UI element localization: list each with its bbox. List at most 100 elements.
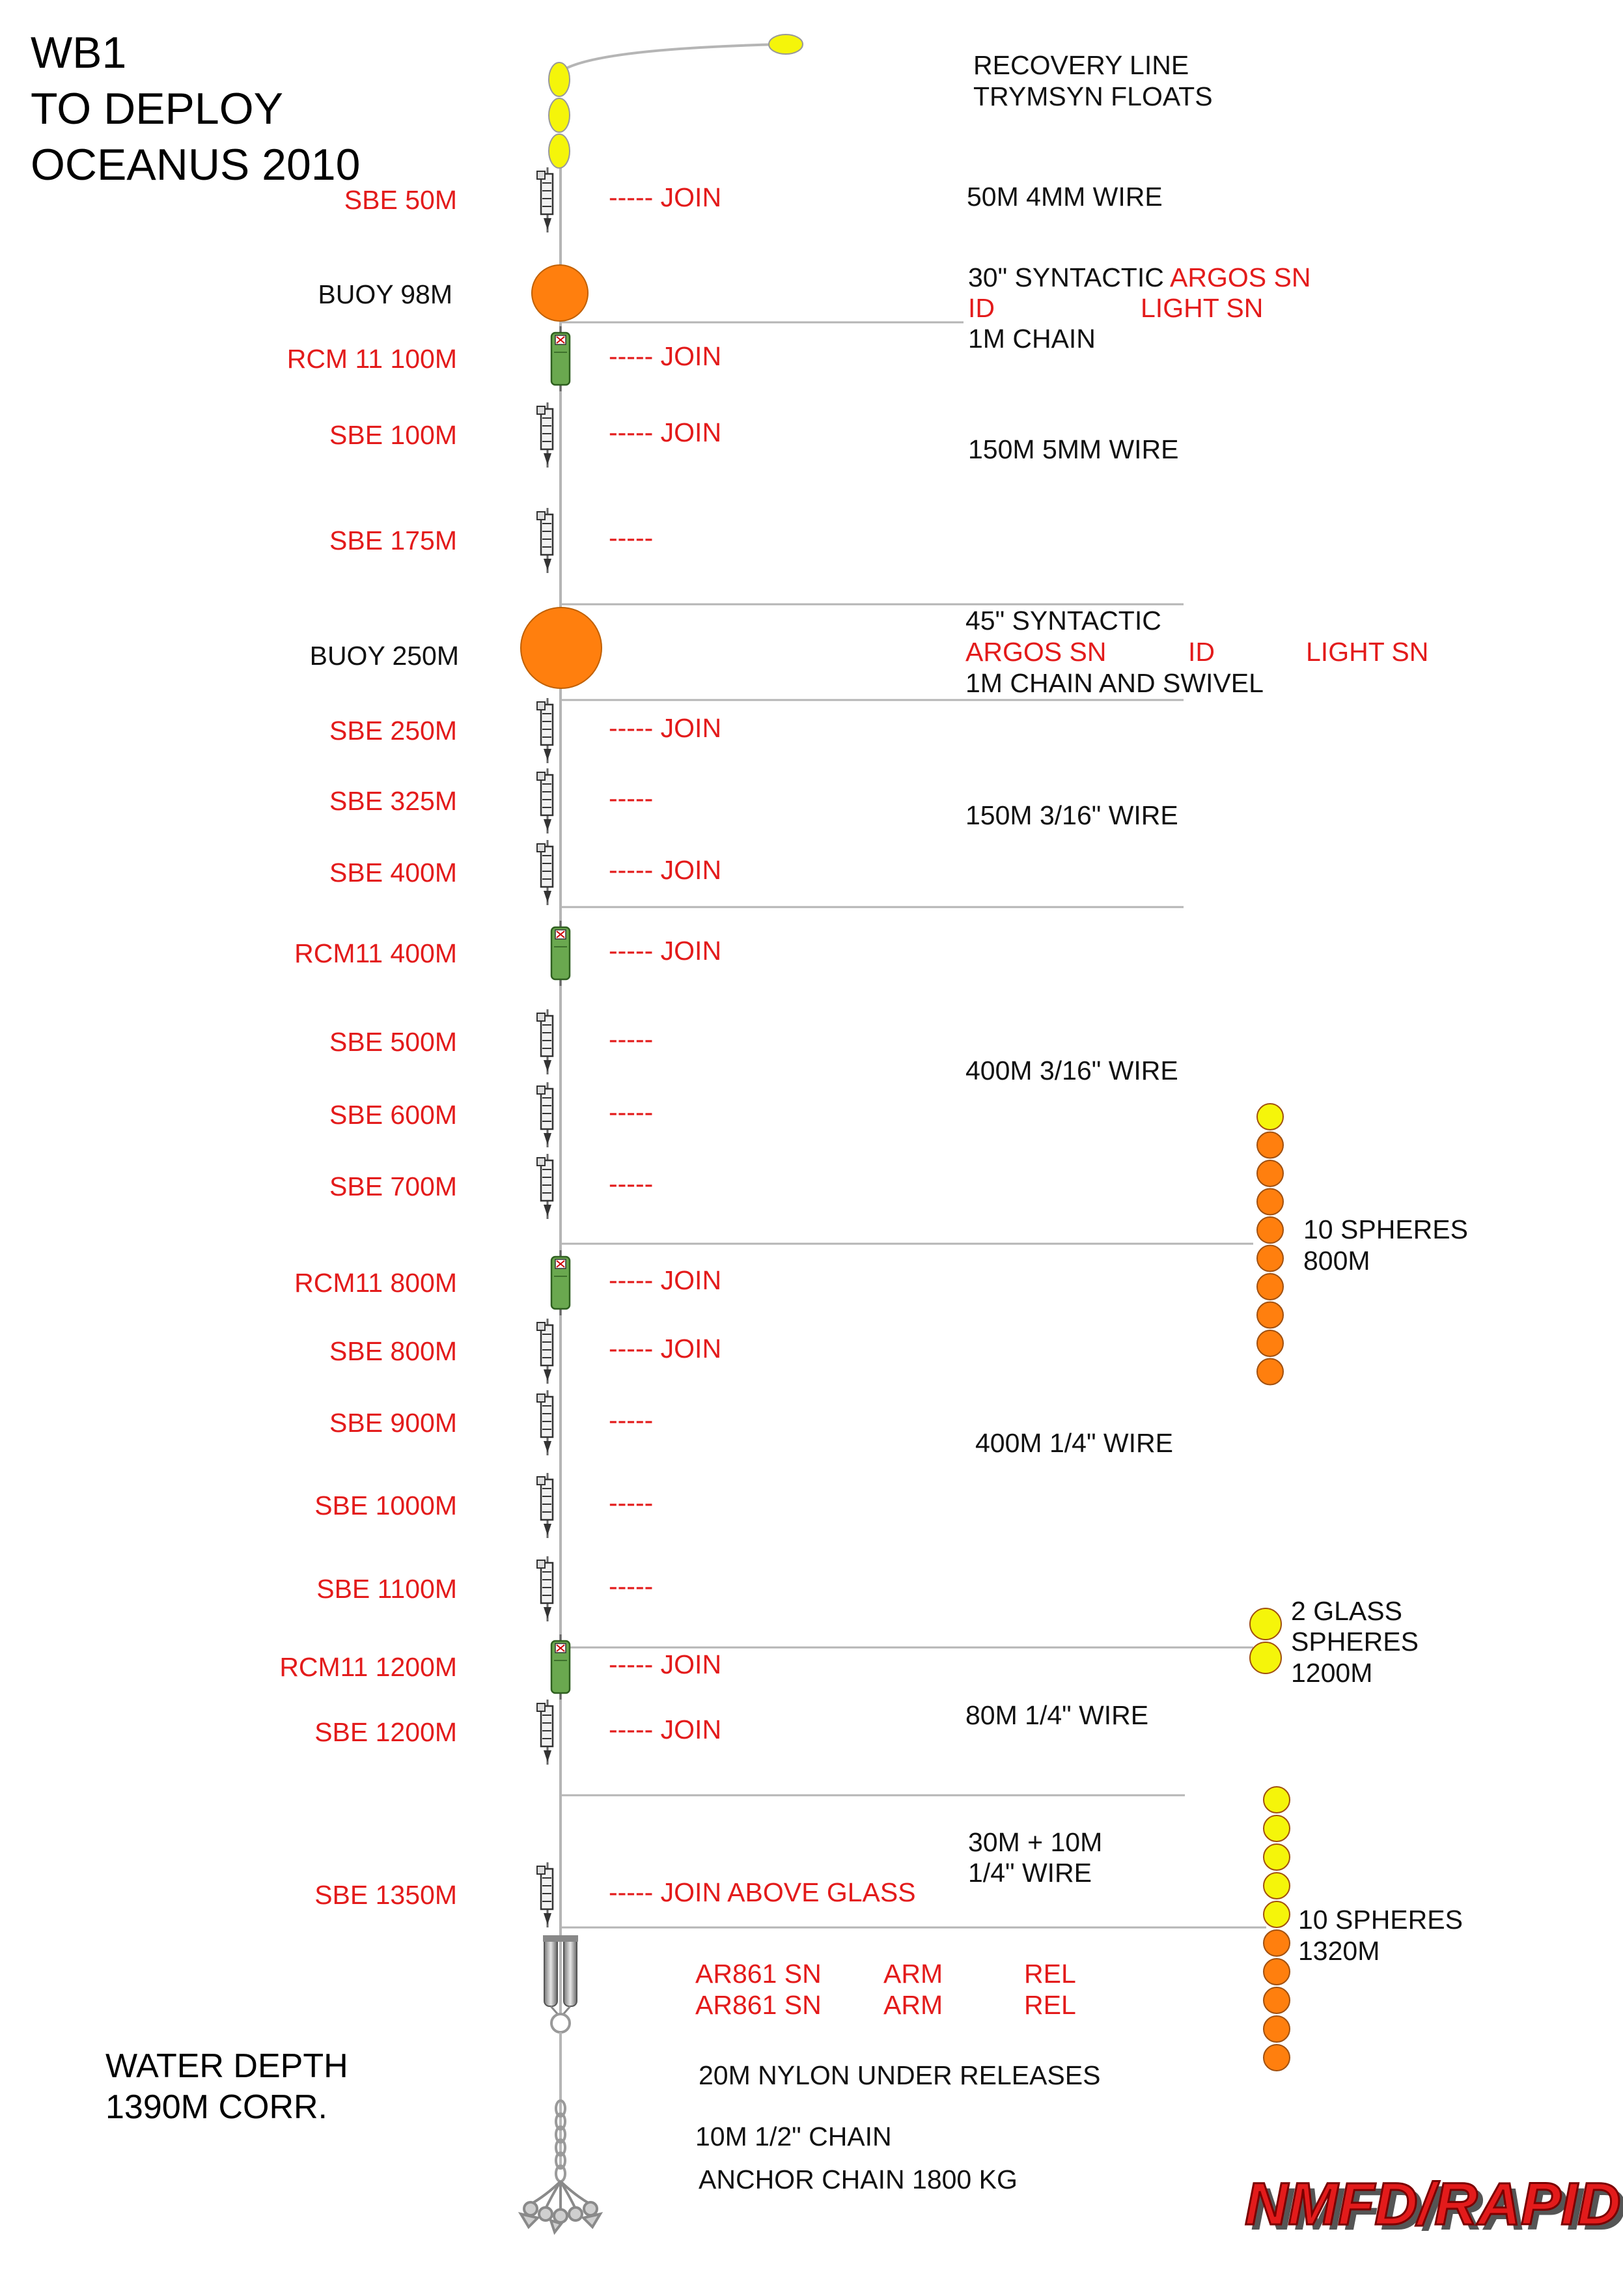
sbe-microcat-icon	[536, 508, 554, 573]
instrument-label: SBE 1000M	[314, 1491, 457, 1520]
recovery-line-label: RECOVERY LINE	[973, 50, 1189, 80]
instrument-label: RCM11 800M	[294, 1268, 457, 1298]
nylon-label: 20M NYLON UNDER RELEASES	[699, 2060, 1100, 2090]
flotation-sphere	[1256, 1330, 1284, 1357]
flotation-sphere	[1256, 1301, 1284, 1329]
join-note: ----- JOIN	[609, 713, 721, 743]
join-note: -----	[609, 1488, 653, 1518]
trymsyn-float	[548, 62, 570, 97]
sbe-microcat-icon	[536, 1473, 554, 1538]
join-note: ----- JOIN	[609, 936, 721, 966]
trymsyn-floats-label: TRYMSYN FLOATS	[973, 81, 1213, 111]
flotation-sphere	[1263, 1786, 1290, 1813]
join-note: -----	[609, 783, 653, 813]
buoy-250m-chain: 1M CHAIN AND SWIVEL	[965, 668, 1264, 698]
sbe-microcat-icon	[536, 840, 554, 905]
title-block: WB1 TO DEPLOY OCEANUS 2010	[31, 28, 360, 189]
flotation-sphere	[1263, 1872, 1290, 1899]
flotation-sphere	[1263, 1843, 1290, 1871]
current-meter-icon	[550, 921, 571, 986]
join-note: -----	[609, 1024, 653, 1054]
instrument-label: RCM11 1200M	[279, 1652, 457, 1682]
instrument-label: SBE 100M	[329, 420, 457, 450]
current-meter-icon	[550, 326, 571, 391]
brand-shadow: NMFD/RAPID	[1251, 2176, 1623, 2243]
flotation-sphere	[1263, 2015, 1290, 2043]
title-line-1: WB1	[31, 28, 126, 77]
sphere-group-label: 10 SPHERES	[1303, 1214, 1468, 1244]
buoy-98m-type: 30" SYNTACTIC	[968, 262, 1164, 292]
chain-label: 10M 1/2" CHAIN	[695, 2121, 892, 2151]
join-note: ----- JOIN	[609, 855, 721, 885]
instrument-label: SBE 400M	[329, 858, 457, 888]
sbe-microcat-icon	[536, 1009, 554, 1074]
sbe-microcat-icon	[536, 1319, 554, 1384]
join-note: ----- JOIN	[609, 1265, 721, 1295]
wire-label: 400M 1/4" WIRE	[975, 1428, 1173, 1458]
water-depth: WATER DEPTH 1390M CORR.	[105, 2047, 348, 2126]
title-line-3: OCEANUS 2010	[31, 140, 360, 189]
join-note: -----	[609, 1097, 653, 1127]
sbe-microcat-icon	[536, 1700, 554, 1765]
wire-label: 80M 1/4" WIRE	[965, 1700, 1148, 1730]
flotation-sphere	[1256, 1358, 1284, 1386]
instrument-label: SBE 1350M	[314, 1880, 457, 1910]
flotation-sphere	[1263, 1815, 1290, 1842]
sbe-microcat-icon	[536, 768, 554, 833]
flotation-sphere	[1256, 1216, 1284, 1244]
join-note: -----	[609, 1571, 653, 1601]
acoustic-releases	[543, 1935, 578, 2103]
release-arm: ARM	[883, 1990, 943, 2020]
buoy-labels: BUOY 98M 30" SYNTACTIC ARGOS SN ID LIGHT…	[310, 262, 1429, 698]
flotation-sphere	[1256, 1131, 1284, 1159]
buoy-98m-label: BUOY 98M	[318, 279, 452, 309]
buoys	[520, 264, 602, 689]
instrument-label: SBE 325M	[329, 786, 457, 816]
buoy-98m-id: ID	[968, 293, 995, 323]
release-sn: AR861 SN	[695, 1990, 822, 2020]
join-note: ----- JOIN	[609, 417, 721, 447]
current-meter-icon	[550, 1634, 571, 1700]
flotation-sphere	[1263, 1987, 1290, 2014]
recovery-float	[768, 34, 803, 55]
mooring-line	[559, 43, 782, 2168]
instrument-icons	[536, 167, 571, 1927]
wire-label: 150M 5MM WIRE	[968, 434, 1179, 464]
flotation-sphere	[1263, 1958, 1290, 1985]
flotation-sphere	[1263, 1901, 1290, 1928]
buoy-250m-argos: ARGOS SN	[965, 637, 1106, 667]
join-note: ----- JOIN	[609, 1334, 721, 1364]
join-note: ----- JOIN	[609, 1649, 721, 1679]
flotation-sphere	[1249, 1608, 1282, 1640]
join-note: ----- JOIN ABOVE GLASS	[609, 1877, 916, 1907]
wire-label: 150M 3/16" WIRE	[965, 800, 1178, 830]
wire-label: 30M + 10M	[968, 1827, 1102, 1857]
sphere-group-label: 1320M	[1298, 1936, 1380, 1966]
sphere-labels: 10 SPHERES 800M 2 GLASS SPHERES 1200M 10…	[1291, 1214, 1468, 1966]
trymsyn-float	[548, 133, 570, 169]
sphere-group-label: 1200M	[1291, 1658, 1372, 1688]
water-depth-line-2: 1390M CORR.	[105, 2088, 327, 2126]
join-note: -----	[609, 1405, 653, 1435]
sphere-group-label: 10 SPHERES	[1298, 1905, 1463, 1935]
sphere-group-label: SPHERES	[1291, 1627, 1419, 1657]
trymsyn-float	[548, 98, 570, 133]
flotation-sphere	[1256, 1160, 1284, 1187]
anchor-chain	[518, 2099, 603, 2235]
instrument-labels: SBE 50M ----- JOIN RCM 11 100M ----- JOIN SB…	[279, 182, 915, 1910]
sphere-group-label: 2 GLASS	[1291, 1596, 1402, 1626]
sbe-microcat-icon	[536, 1390, 554, 1455]
instrument-label: SBE 1100M	[316, 1574, 457, 1604]
release-sn: AR861 SN	[695, 1959, 822, 1989]
sbe-microcat-icon	[536, 698, 554, 763]
join-note: -----	[609, 1169, 653, 1199]
instrument-label: SBE 175M	[329, 525, 457, 555]
instrument-label: SBE 50M	[344, 185, 457, 215]
sbe-microcat-icon	[536, 1862, 554, 1927]
buoy-250m-label: BUOY 250M	[310, 641, 459, 671]
recovery-labels: RECOVERY LINE TRYMSYN FLOATS	[973, 50, 1213, 111]
join-note: ----- JOIN	[609, 341, 721, 371]
water-depth-line-1: WATER DEPTH	[105, 2047, 348, 2085]
buoy-98m-chain: 1M CHAIN	[968, 324, 1096, 354]
